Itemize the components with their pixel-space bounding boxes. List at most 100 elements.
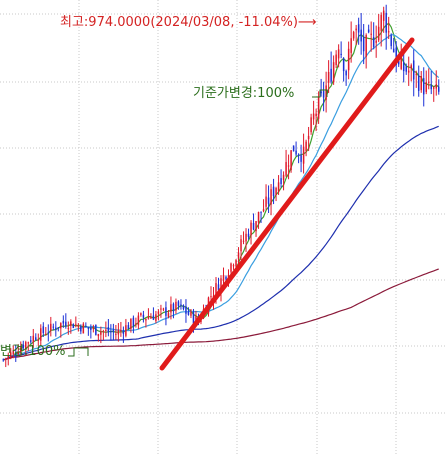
candle-body <box>315 113 317 117</box>
candle-body <box>395 47 397 66</box>
candle-body <box>305 141 307 152</box>
candle-body <box>65 321 67 327</box>
candle-body <box>425 82 427 92</box>
candle-body <box>292 145 295 152</box>
candle-body <box>40 328 42 341</box>
candle-body <box>52 326 55 328</box>
candle-body <box>17 352 20 354</box>
candle-body <box>272 186 275 197</box>
candle-body <box>277 182 280 192</box>
candle-body <box>380 14 382 31</box>
ma-short-line <box>3 22 440 361</box>
candle-body <box>232 265 235 267</box>
candle-body <box>287 165 290 167</box>
candle-body <box>307 135 310 140</box>
candle-body <box>265 196 267 207</box>
candle-body <box>335 54 337 66</box>
candle-body <box>22 344 25 349</box>
candle-body <box>310 117 312 133</box>
candle-body <box>285 162 287 176</box>
candle-body <box>50 323 52 331</box>
candle-body <box>220 278 222 292</box>
candle-body <box>420 76 422 91</box>
candle-body <box>122 330 125 334</box>
candle-body <box>297 154 300 156</box>
candle-body <box>165 307 167 316</box>
candle-body <box>300 155 302 162</box>
candle-body <box>37 339 40 341</box>
candle-body <box>295 150 297 155</box>
candle-body <box>110 331 112 333</box>
candle-body <box>270 189 272 205</box>
candle-body <box>127 325 130 330</box>
candle-body <box>250 222 252 236</box>
candle-body <box>257 212 260 223</box>
candle-body <box>55 327 57 330</box>
candle-body <box>190 311 192 316</box>
candle-body <box>370 33 372 35</box>
candle-body <box>402 62 405 72</box>
candle-body <box>217 284 220 291</box>
candle-body <box>95 325 97 335</box>
candle-body <box>120 330 122 332</box>
candle-body <box>172 303 175 312</box>
candle-body <box>400 58 402 69</box>
candle-body <box>92 327 95 330</box>
candle-body <box>222 274 225 281</box>
candle-body <box>407 70 410 73</box>
candle-body <box>422 78 425 95</box>
trend-line <box>159 37 415 371</box>
candle-body <box>302 146 305 164</box>
candle-body <box>392 48 395 53</box>
candle-body <box>192 312 195 324</box>
candle-body <box>2 359 5 361</box>
candle-body <box>130 318 132 329</box>
candle-body <box>242 240 245 242</box>
candle-body <box>237 252 240 258</box>
candle-body <box>72 324 75 328</box>
ma-long-line <box>3 125 439 361</box>
candle-body <box>410 65 412 69</box>
candle-body <box>135 323 137 325</box>
candle-body <box>7 354 10 359</box>
candle-body <box>112 329 115 333</box>
candle-body <box>325 85 327 100</box>
candle-body <box>430 85 432 90</box>
candle-body <box>322 91 325 98</box>
candle-body <box>87 326 90 329</box>
candle-body <box>170 304 172 313</box>
candle-body <box>350 38 352 53</box>
candle-body <box>60 323 62 329</box>
candle-body <box>57 327 60 329</box>
candle-body <box>352 32 355 39</box>
candle-body <box>342 58 345 72</box>
candle-body <box>372 37 375 47</box>
candle-body <box>137 315 140 326</box>
candle-body <box>147 316 150 319</box>
candle-body <box>117 329 120 335</box>
candle-body <box>320 91 322 94</box>
base-change-annotation-top: 기준가변경:100% <box>193 86 294 101</box>
candle-body <box>387 31 390 33</box>
candle-body <box>417 75 420 91</box>
candle-body <box>437 86 440 92</box>
candle-body <box>32 335 35 343</box>
candle-body <box>405 66 407 72</box>
candle-body <box>365 35 367 57</box>
base-change-bracket-top <box>312 89 328 98</box>
candle-body <box>180 304 182 306</box>
candle-body <box>235 260 237 267</box>
candle-body <box>107 327 110 333</box>
moving-average-lines <box>3 22 440 361</box>
candle-body <box>125 325 127 336</box>
candle-body <box>312 113 315 120</box>
candle-body <box>390 35 392 47</box>
candle-body <box>47 332 50 334</box>
candle-body <box>20 347 22 353</box>
candle-body <box>345 70 347 76</box>
candle-body <box>42 326 45 333</box>
candle-body <box>12 350 15 355</box>
candle-body <box>142 314 145 318</box>
candle-body <box>140 313 142 316</box>
candle-body <box>362 37 365 52</box>
